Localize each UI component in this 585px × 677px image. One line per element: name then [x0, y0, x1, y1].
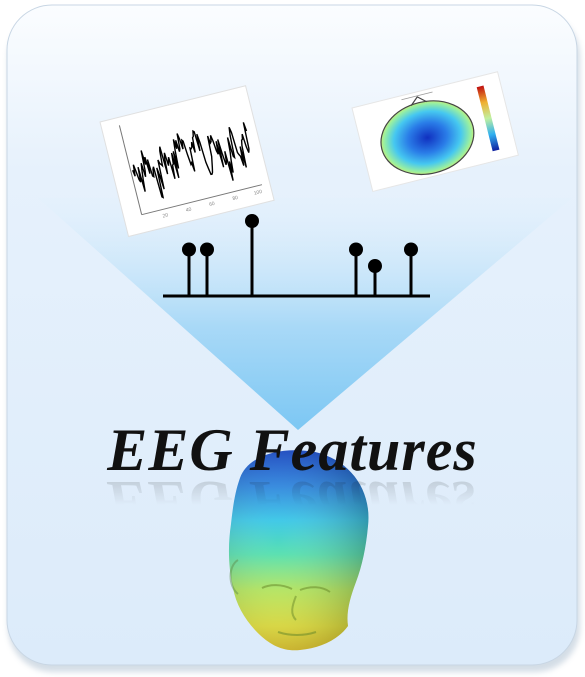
diagram-title-reflection: EEG Features	[107, 469, 478, 535]
diagram-title: EEG Features	[107, 417, 478, 483]
scalp-topography-map	[351, 71, 519, 193]
lollipop-head	[368, 259, 382, 273]
feature-lollipop-plot	[163, 214, 430, 298]
head-heatmap	[228, 450, 369, 651]
svg-text:20: 20	[162, 212, 169, 219]
projection-beam	[38, 198, 572, 430]
eeg-trace	[131, 122, 250, 199]
eeg-signal-plot: 20 40 60 80 100	[99, 85, 275, 238]
lollipop-head	[404, 242, 418, 257]
lollipop-head	[349, 242, 363, 257]
lollipop-head	[182, 242, 196, 257]
svg-text:80: 80	[232, 195, 239, 202]
lollipop-head	[245, 214, 259, 228]
svg-text:40: 40	[185, 207, 192, 214]
lollipop-head	[200, 242, 214, 257]
svg-text:60: 60	[209, 201, 216, 208]
svg-text:100: 100	[253, 189, 263, 197]
